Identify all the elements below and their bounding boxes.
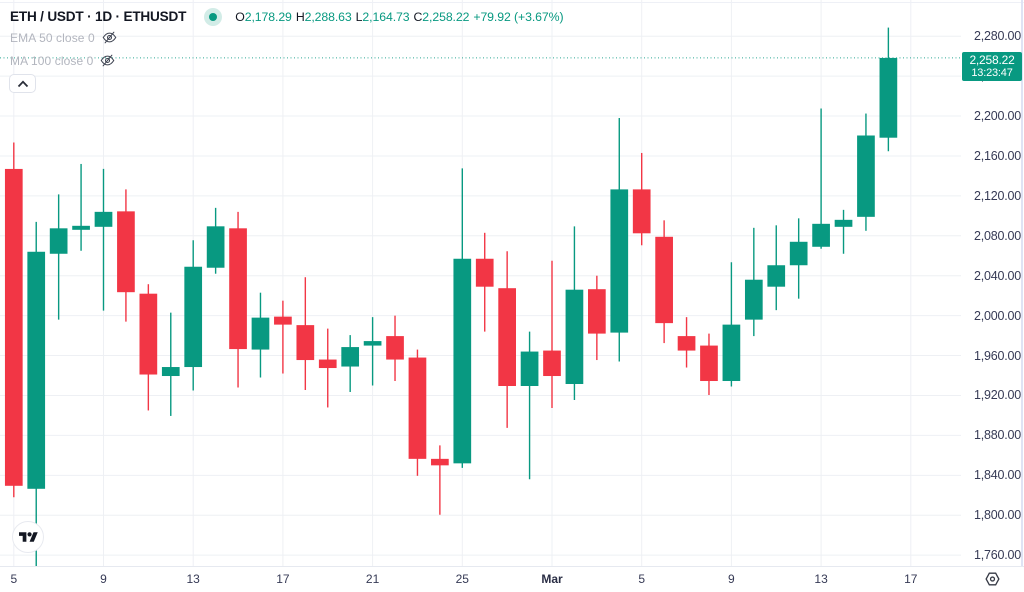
indicator-ma100-label: MA 100 close 0 xyxy=(10,53,94,68)
candle-body xyxy=(879,57,898,138)
time-axis-label: 9 xyxy=(728,572,735,586)
ohlc-close: C2,258.22 xyxy=(413,9,470,24)
price-axis-label: 1,840.00 xyxy=(973,468,1021,483)
market-status-dot-icon[interactable] xyxy=(204,7,223,26)
candle-body xyxy=(789,241,808,266)
time-axis-label: 17 xyxy=(276,572,290,586)
candle-body xyxy=(274,316,292,325)
candle-body xyxy=(206,226,225,268)
hex-nut-icon xyxy=(985,572,1000,586)
candle-body xyxy=(431,458,449,466)
eye-crossed-icon[interactable] xyxy=(102,31,117,44)
candle-body xyxy=(610,189,629,333)
candle-body xyxy=(72,225,90,230)
price-axis-label: 1,800.00 xyxy=(973,508,1021,523)
time-axis-label: 13 xyxy=(186,572,200,586)
time-axis-label: 5 xyxy=(638,572,646,586)
price-axis-label: 2,000.00 xyxy=(973,308,1021,323)
eye-crossed-icon[interactable] xyxy=(100,54,115,67)
candle-body xyxy=(475,258,494,287)
ohlc-high: H2,288.63 xyxy=(295,9,352,24)
tradingview-logo-icon[interactable] xyxy=(12,521,44,553)
ohlc-open: O2,178.29 xyxy=(235,9,292,24)
candle-body xyxy=(408,357,427,459)
price-axis-label: 2,120.00 xyxy=(973,188,1021,203)
axis-settings-button[interactable] xyxy=(985,572,1000,586)
indicator-row-ema50[interactable]: EMA 50 close 0 xyxy=(10,28,563,47)
candle-body xyxy=(543,350,561,377)
candle-body xyxy=(632,189,651,234)
candle-body xyxy=(744,279,763,320)
price-axis-label: 2,200.00 xyxy=(973,109,1021,124)
time-axis-label: Mar xyxy=(541,572,563,586)
candle-body xyxy=(117,211,135,293)
symbol-row: ETH / USDT · 1D · ETHUSDT O2,178.29 H2,2… xyxy=(10,5,564,28)
price-axis-label: 1,920.00 xyxy=(973,388,1021,403)
candle-body xyxy=(184,266,203,368)
candle-body xyxy=(94,211,113,227)
time-axis-label: 9 xyxy=(100,572,107,586)
chevron-up-icon xyxy=(17,79,28,87)
time-scale[interactable]: 5 9 13 17 21 25 Mar 5 9 13 17 xyxy=(0,566,1024,592)
price-axis-label: 1,880.00 xyxy=(973,428,1021,443)
right-pane-border xyxy=(1021,0,1023,592)
candle-body xyxy=(767,265,786,287)
price-axis-label: 2,080.00 xyxy=(973,228,1021,243)
indicator-ema50-label: EMA 50 close 0 xyxy=(10,30,95,45)
candle-body xyxy=(588,289,606,334)
candle-body xyxy=(318,359,337,369)
price-axis-label: 2,040.00 xyxy=(973,268,1021,283)
ohlc-low: L2,164.73 xyxy=(355,9,410,24)
candle-body xyxy=(722,324,741,382)
last-price: 2,258.22 xyxy=(969,53,1015,67)
price-scale[interactable]: 1,760.00 1,800.00 1,840.00 1,880.00 1,920.00… xyxy=(961,0,1024,566)
candle-body xyxy=(565,289,584,385)
candle-body xyxy=(655,236,673,324)
candle-body xyxy=(453,258,472,464)
top-pane-border xyxy=(0,2,1024,3)
symbol-title[interactable]: ETH / USDT · 1D · ETHUSDT xyxy=(10,9,187,24)
candle-body xyxy=(812,223,830,247)
candle-body xyxy=(857,135,875,217)
indicator-row-ma100[interactable]: MA 100 close 0 xyxy=(10,51,563,70)
candle-body xyxy=(139,293,158,375)
candle-body xyxy=(251,317,270,350)
candle-body xyxy=(498,288,516,386)
candle-body xyxy=(49,228,68,254)
price-axis-label: 1,960.00 xyxy=(973,348,1021,363)
time-axis-label: 25 xyxy=(455,572,469,586)
time-axis-label: 21 xyxy=(365,572,380,586)
candle-body xyxy=(363,341,382,346)
bar-countdown: 13:23:47 xyxy=(971,67,1013,79)
candle-body xyxy=(700,345,718,382)
candle-body xyxy=(296,325,315,361)
candle-body xyxy=(834,219,853,227)
candle-body xyxy=(4,168,23,486)
ohlc-values: O2,178.29 H2,288.63 L2,164.73 C2,258.22 … xyxy=(235,10,563,24)
candle-body xyxy=(161,367,180,377)
candle-body xyxy=(386,336,404,360)
candle-body xyxy=(520,351,539,386)
price-change: +79.92 (+3.67%) xyxy=(473,9,564,24)
price-axis-label: 1,760.00 xyxy=(973,548,1021,563)
legend-collapse-button[interactable] xyxy=(9,74,36,93)
time-axis-label: 13 xyxy=(814,572,828,586)
time-axis-label: 17 xyxy=(904,572,918,586)
candle-body xyxy=(27,251,46,489)
candle-body xyxy=(229,228,247,350)
price-axis-label: 2,280.00 xyxy=(973,29,1021,44)
candle-body xyxy=(677,336,696,351)
time-axis-label: 5 xyxy=(10,572,18,586)
price-axis-label: 2,160.00 xyxy=(973,148,1021,163)
legend: ETH / USDT · 1D · ETHUSDT O2,178.29 H2,2… xyxy=(10,5,564,70)
last-price-badge: 2,258.22 13:23:47 xyxy=(962,52,1022,81)
candle-body xyxy=(341,347,360,367)
